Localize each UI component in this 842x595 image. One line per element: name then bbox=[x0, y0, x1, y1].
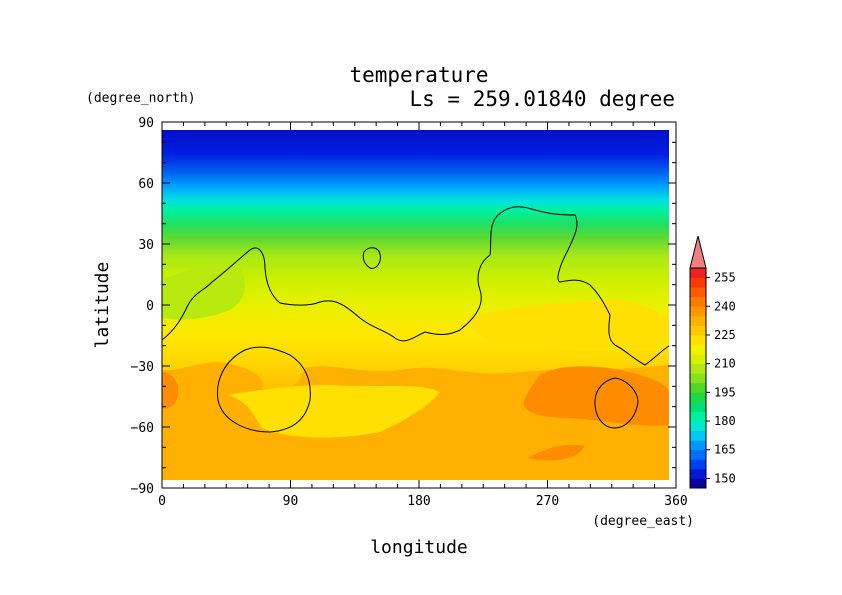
y-tick-label: 90 bbox=[138, 116, 154, 131]
colorbar-frame bbox=[689, 267, 707, 489]
x-tick-label: 270 bbox=[536, 494, 559, 509]
x-tick-label: 90 bbox=[283, 494, 299, 509]
y-axis-label: latitude bbox=[92, 262, 113, 349]
x-tick-label: 360 bbox=[664, 494, 687, 509]
y-tick-labels: 90 60 30 0 −30 −60 −90 bbox=[131, 116, 154, 497]
contour-basin-southeast bbox=[594, 377, 639, 429]
chart-subtitle: Ls = 259.01840 degree bbox=[409, 87, 675, 111]
colorbar-swatch bbox=[690, 373, 706, 384]
colorbar-swatch bbox=[690, 296, 706, 307]
warm-region-north bbox=[470, 300, 669, 351]
x-axis-label: longitude bbox=[370, 537, 468, 558]
contour-basin-southwest bbox=[216, 346, 311, 433]
colorbar-swatch bbox=[690, 459, 706, 470]
yellow-region-south bbox=[228, 385, 440, 438]
x-tick-label: 0 bbox=[158, 494, 166, 509]
y-tick-label: 0 bbox=[146, 299, 154, 314]
colorbar-swatch bbox=[690, 382, 706, 393]
colorbar-swatch bbox=[690, 430, 706, 441]
colorbar-swatch bbox=[690, 268, 706, 278]
colorbar-swatch bbox=[690, 363, 706, 374]
colorbar-swatch bbox=[690, 325, 706, 336]
colorbar-swatch bbox=[690, 315, 706, 326]
colorbar: 150 165 180 195 210 225 240 255 bbox=[689, 235, 736, 489]
colorbar-label: 210 bbox=[714, 357, 736, 371]
hot-region-east bbox=[523, 366, 669, 426]
colorbar-label: 150 bbox=[714, 471, 736, 485]
colorbar-label: 195 bbox=[714, 385, 736, 399]
x-tick-labels: 0 90 180 270 360 bbox=[158, 494, 688, 509]
chart-title: temperature bbox=[349, 63, 488, 87]
axis-ticks bbox=[161, 121, 677, 489]
hot-region-west bbox=[162, 372, 179, 409]
y-tick-label: 30 bbox=[138, 238, 154, 253]
colorbar-label: 225 bbox=[714, 328, 736, 342]
y-units-label: (degree_north) bbox=[86, 91, 196, 106]
y-tick-label: 60 bbox=[138, 177, 154, 192]
colorbar-swatch bbox=[690, 421, 706, 432]
y-tick-label: −30 bbox=[131, 360, 154, 375]
colorbar-label: 255 bbox=[714, 271, 736, 285]
cool-region-west bbox=[162, 265, 246, 320]
topography-contours bbox=[161, 206, 670, 433]
hot-region-south bbox=[528, 444, 585, 461]
colorbar-label: 180 bbox=[714, 414, 736, 428]
colorbar-label: 165 bbox=[714, 443, 736, 457]
colorbar-swatch bbox=[690, 277, 706, 288]
colorbar-swatch bbox=[690, 440, 706, 451]
y-tick-label: −60 bbox=[131, 421, 154, 436]
colorbar-swatch bbox=[690, 478, 706, 489]
colorbar-extension bbox=[689, 235, 707, 269]
y-tick-label: −90 bbox=[131, 482, 154, 497]
colorbar-swatch bbox=[690, 401, 706, 412]
colorbar-swatch bbox=[690, 468, 706, 479]
contour-island bbox=[362, 247, 381, 269]
x-units-label: (degree_east) bbox=[592, 514, 694, 529]
colorbar-label: 240 bbox=[714, 299, 736, 313]
colorbar-swatch bbox=[690, 354, 706, 365]
colorbar-swatch bbox=[690, 344, 706, 355]
contour-north-west bbox=[161, 206, 670, 366]
colorbar-swatch bbox=[690, 392, 706, 403]
colorbar-swatch bbox=[690, 449, 706, 460]
colorbar-swatch bbox=[690, 334, 706, 345]
colorbar-swatch bbox=[690, 306, 706, 317]
x-tick-label: 180 bbox=[407, 494, 430, 509]
colorbar-swatch bbox=[690, 287, 706, 298]
colorbar-swatch bbox=[690, 411, 706, 422]
